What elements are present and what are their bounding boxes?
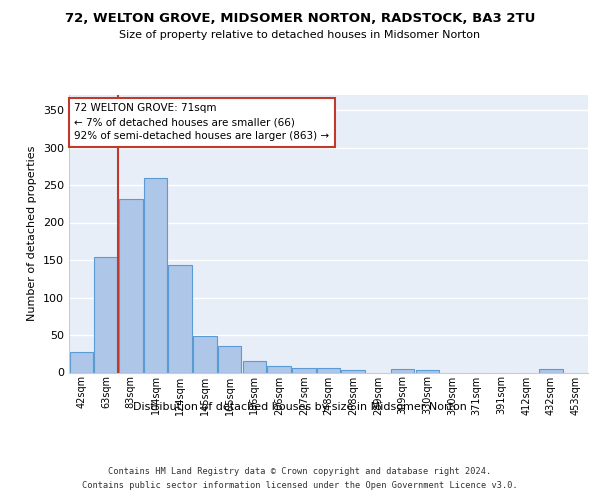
Text: Contains HM Land Registry data © Crown copyright and database right 2024.: Contains HM Land Registry data © Crown c… — [109, 468, 491, 476]
Bar — [539, 369, 563, 372]
Bar — [169, 265, 192, 372]
Bar — [341, 370, 365, 372]
Text: 72 WELTON GROVE: 71sqm
← 7% of detached houses are smaller (66)
92% of semi-deta: 72 WELTON GROVE: 71sqm ← 7% of detached … — [74, 104, 329, 142]
Bar — [70, 352, 93, 372]
Bar — [94, 257, 118, 372]
Bar — [119, 199, 143, 372]
Text: 72, WELTON GROVE, MIDSOMER NORTON, RADSTOCK, BA3 2TU: 72, WELTON GROVE, MIDSOMER NORTON, RADST… — [65, 12, 535, 26]
Bar — [416, 370, 439, 372]
Bar — [391, 369, 415, 372]
Bar — [144, 178, 167, 372]
Text: Size of property relative to detached houses in Midsomer Norton: Size of property relative to detached ho… — [119, 30, 481, 40]
Bar — [268, 366, 291, 372]
Bar — [193, 336, 217, 372]
Text: Distribution of detached houses by size in Midsomer Norton: Distribution of detached houses by size … — [133, 402, 467, 412]
Bar — [292, 368, 316, 372]
Text: Contains public sector information licensed under the Open Government Licence v3: Contains public sector information licen… — [82, 481, 518, 490]
Bar — [218, 346, 241, 372]
Bar — [317, 368, 340, 372]
Y-axis label: Number of detached properties: Number of detached properties — [28, 146, 37, 322]
Bar — [242, 360, 266, 372]
